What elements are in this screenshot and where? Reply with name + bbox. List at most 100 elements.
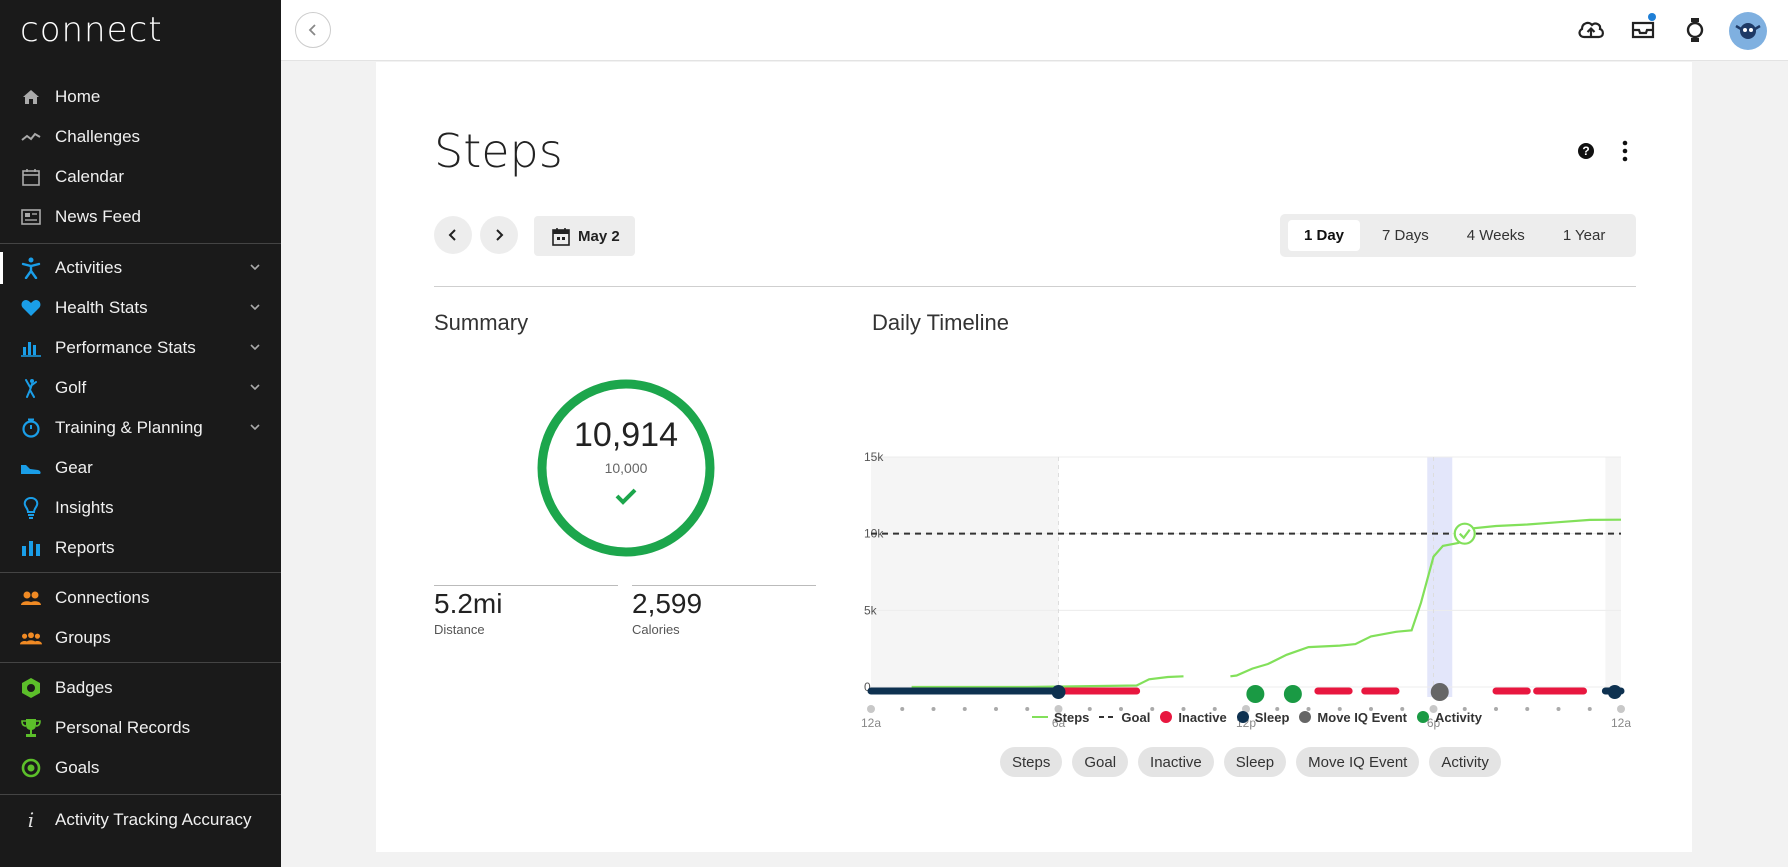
legend-item-sleep: Sleep [1236, 710, 1289, 725]
calendar-icon [552, 227, 570, 246]
sidebar-item-golf[interactable]: Golf [0, 368, 281, 408]
steps-card: Steps ? May 2 1 Day 7 Days 4 Weeks 1 Yea… [376, 62, 1692, 852]
sidebar-item-label: Groups [55, 628, 111, 647]
calendar-icon [20, 167, 42, 187]
range-tab-1-day[interactable]: 1 Day [1288, 220, 1361, 251]
sidebar-item-goals[interactable]: Goals [0, 748, 281, 788]
hour-dot [962, 707, 967, 711]
lightbulb-icon [20, 497, 42, 519]
next-day-button[interactable] [480, 216, 518, 254]
activities-icon [20, 257, 42, 279]
upload-button[interactable] [1577, 16, 1605, 44]
hour-dot [1462, 707, 1467, 711]
timeline-filter-chips: Steps Goal Inactive Sleep Move IQ Event … [1000, 747, 1511, 777]
hour-dot [1150, 707, 1155, 711]
sidebar-item-label: Home [55, 87, 101, 106]
sidebar-item-health-stats[interactable]: Health Stats [0, 288, 281, 328]
x-tick-label: 12a [861, 716, 881, 730]
sidebar-item-challenges[interactable]: Challenges [0, 117, 281, 157]
collapse-sidebar-button[interactable] [295, 12, 331, 48]
sidebar-divider [0, 794, 281, 795]
sidebar-item-label: Calendar [55, 167, 124, 186]
sidebar-item-groups[interactable]: Groups [0, 618, 281, 658]
filter-chip-move-iq-event[interactable]: Move IQ Event [1296, 747, 1420, 777]
sidebar-item-personal-records[interactable]: Personal Records [0, 708, 281, 748]
legend-item-steps: Steps [1032, 710, 1089, 725]
top-bar [281, 0, 1788, 61]
connections-icon [20, 588, 42, 608]
sidebar-item-news-feed[interactable]: News Feed [0, 197, 281, 237]
nav-group-achievements: Badges Personal Records Goals [0, 668, 281, 788]
sidebar-item-label: Personal Records [55, 718, 191, 737]
hour-dot [1306, 707, 1311, 711]
filter-chip-goal[interactable]: Goal [1072, 747, 1129, 777]
y-tick-label: 5k [864, 603, 878, 617]
hour-dot [1369, 707, 1373, 711]
chevron-down-icon[interactable] [249, 301, 261, 313]
sidebar-item-activities[interactable]: Activities [0, 248, 281, 288]
filter-chip-steps[interactable]: Steps [1000, 747, 1063, 777]
sidebar-item-gear[interactable]: Gear [0, 448, 281, 488]
sidebar-item-activity-tracking-accuracy[interactable]: i Activity Tracking Accuracy [0, 800, 281, 840]
hour-dot [867, 705, 875, 713]
sidebar-item-label: Insights [55, 498, 114, 517]
sidebar-divider [0, 572, 281, 573]
filter-chip-sleep[interactable]: Sleep [1223, 747, 1287, 777]
nav-group-stats: Activities Health Stats Performance Stat… [0, 248, 281, 568]
calories-value: 2,599 [632, 588, 703, 619]
range-selector: 1 Day 7 Days 4 Weeks 1 Year [1280, 214, 1636, 257]
calories-label: Calories [632, 622, 680, 637]
nav-group-main: Home Challenges Calendar News Feed [0, 77, 281, 237]
range-tab-4-weeks[interactable]: 4 Weeks [1466, 227, 1525, 244]
chevron-down-icon[interactable] [249, 261, 261, 273]
sidebar-item-performance-stats[interactable]: Performance Stats [0, 328, 281, 368]
chevron-left-icon [448, 229, 456, 241]
sidebar-item-label: Health Stats [55, 298, 148, 317]
nav-group-social: Connections Groups [0, 578, 281, 658]
chevron-down-icon[interactable] [249, 381, 261, 393]
sidebar: connect Home Challenges Calendar News Fe… [0, 0, 281, 867]
hour-dot [1400, 707, 1405, 711]
sidebar-item-connections[interactable]: Connections [0, 578, 281, 618]
steps-progress-ring: 10,914 10,000 [536, 378, 716, 558]
sidebar-item-training-planning[interactable]: Training & Planning [0, 408, 281, 448]
date-picker-button[interactable]: May 2 [534, 216, 635, 256]
sidebar-item-reports[interactable]: Reports [0, 528, 281, 568]
app-logo[interactable]: connect [20, 10, 163, 50]
sidebar-item-calendar[interactable]: Calendar [0, 157, 281, 197]
trophy-icon [20, 718, 42, 738]
previous-day-button[interactable] [434, 216, 472, 254]
nav-group-info: i Activity Tracking Accuracy [0, 800, 281, 840]
filter-chip-inactive[interactable]: Inactive [1138, 747, 1214, 777]
hour-dot [1429, 705, 1438, 713]
chevron-down-icon[interactable] [249, 421, 261, 433]
hour-dot [900, 707, 905, 711]
date-label: May 2 [578, 227, 620, 245]
goal-reached-check [1458, 529, 1471, 540]
hour-dot [1054, 705, 1063, 713]
filter-chip-activity[interactable]: Activity [1429, 747, 1501, 777]
distance-divider [434, 585, 618, 586]
more-options-icon[interactable] [1621, 140, 1629, 162]
devices-button[interactable] [1681, 16, 1709, 44]
hour-dot [1212, 707, 1217, 711]
range-tab-7-days[interactable]: 7 Days [1382, 227, 1429, 244]
steps-goal: 10,000 [604, 460, 648, 476]
legend-item-move-iq: Move IQ Event [1299, 710, 1407, 725]
chevron-right-icon [496, 229, 504, 241]
hour-dot [1617, 705, 1625, 713]
steps-value: 10,914 [574, 416, 678, 454]
home-icon [20, 87, 42, 107]
sidebar-item-label: Gear [55, 458, 93, 477]
chevron-down-icon[interactable] [249, 341, 261, 353]
sidebar-item-badges[interactable]: Badges [0, 668, 281, 708]
range-tab-1-year[interactable]: 1 Year [1562, 227, 1606, 244]
hour-dot [994, 707, 998, 711]
hour-dot [1587, 707, 1592, 711]
sidebar-item-insights[interactable]: Insights [0, 488, 281, 528]
help-icon[interactable]: ? [1577, 142, 1595, 160]
avatar[interactable] [1729, 12, 1767, 50]
inbox-button[interactable] [1629, 13, 1657, 44]
sidebar-item-home[interactable]: Home [0, 77, 281, 117]
